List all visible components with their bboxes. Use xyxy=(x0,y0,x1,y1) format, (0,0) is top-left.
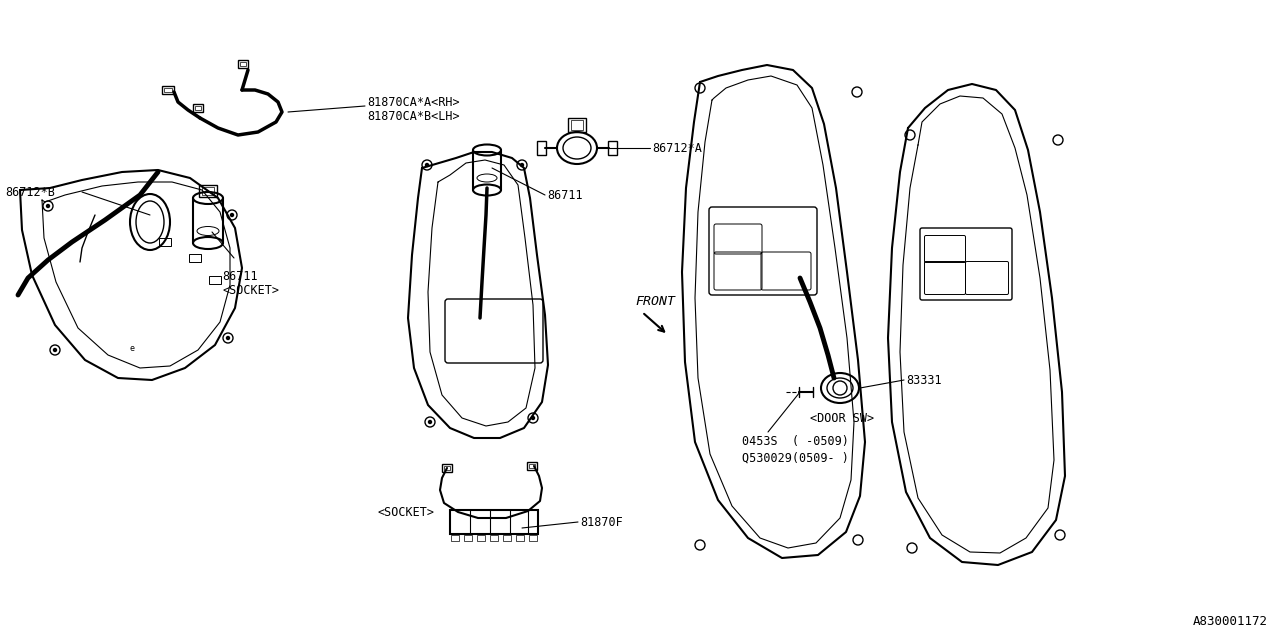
Bar xyxy=(568,118,586,132)
Bar xyxy=(163,86,174,94)
Bar xyxy=(538,141,547,155)
Text: 86712*A: 86712*A xyxy=(652,141,701,154)
Circle shape xyxy=(425,163,429,166)
Bar xyxy=(442,464,452,472)
Text: e: e xyxy=(129,344,134,353)
Bar xyxy=(451,535,460,541)
Text: <SOCKET>: <SOCKET> xyxy=(221,284,279,297)
Text: 0453S  ( -0509): 0453S ( -0509) xyxy=(742,435,849,449)
Bar xyxy=(608,141,617,155)
Bar xyxy=(490,535,498,541)
Text: 81870CA*A<RH>: 81870CA*A<RH> xyxy=(367,95,460,109)
Bar xyxy=(527,462,538,470)
Bar xyxy=(198,185,218,197)
Text: 86712*B: 86712*B xyxy=(5,186,55,198)
Text: A830001172: A830001172 xyxy=(1193,615,1268,628)
Circle shape xyxy=(46,205,50,207)
Text: Q530029(0509- ): Q530029(0509- ) xyxy=(742,451,849,465)
Bar xyxy=(202,187,214,195)
Bar xyxy=(195,106,201,110)
Bar xyxy=(209,276,221,284)
Text: 86711: 86711 xyxy=(221,270,257,283)
Text: <SOCKET>: <SOCKET> xyxy=(378,506,434,518)
Circle shape xyxy=(230,214,233,216)
Bar xyxy=(444,466,451,470)
Circle shape xyxy=(531,417,535,419)
Bar xyxy=(193,104,204,112)
Text: 81870CA*B<LH>: 81870CA*B<LH> xyxy=(367,109,460,122)
Bar xyxy=(571,120,582,130)
Text: <DOOR SW>: <DOOR SW> xyxy=(810,412,874,424)
Bar xyxy=(164,88,172,92)
Bar xyxy=(241,62,246,66)
Circle shape xyxy=(54,349,56,351)
Bar xyxy=(159,238,172,246)
Bar xyxy=(189,254,201,262)
Circle shape xyxy=(429,420,431,424)
Bar xyxy=(238,60,248,68)
Bar xyxy=(451,510,538,534)
Bar xyxy=(529,535,538,541)
Bar xyxy=(529,464,535,468)
Circle shape xyxy=(227,337,229,339)
Bar xyxy=(503,535,511,541)
Text: 86711: 86711 xyxy=(547,189,582,202)
Bar xyxy=(477,535,485,541)
Text: FRONT: FRONT xyxy=(635,295,675,308)
Text: 83331: 83331 xyxy=(906,374,942,387)
Bar xyxy=(516,535,524,541)
Bar xyxy=(465,535,472,541)
Text: 81870F: 81870F xyxy=(580,515,623,529)
Circle shape xyxy=(521,163,524,166)
